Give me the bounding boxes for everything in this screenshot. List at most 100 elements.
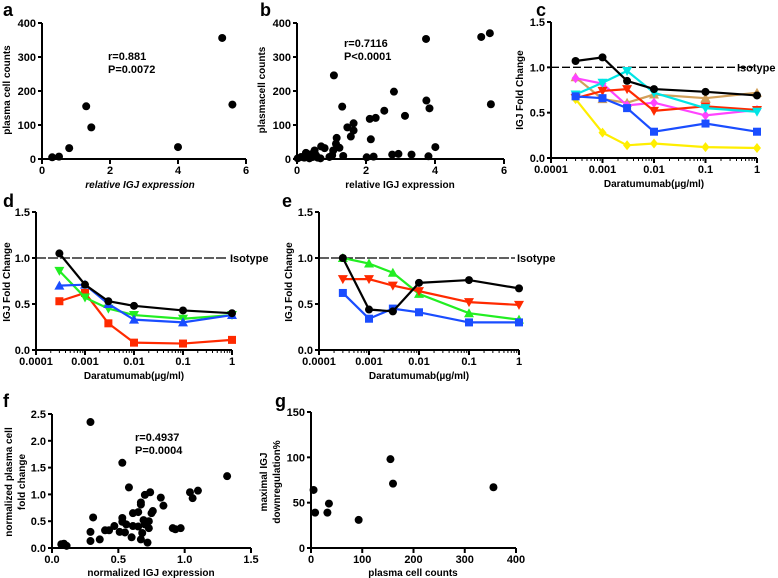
data-point <box>598 94 607 103</box>
data-point <box>332 133 341 142</box>
y-tick-label: 2.0 <box>31 436 46 448</box>
data-point <box>81 280 89 289</box>
x-tick-label: 0.001 <box>355 356 383 368</box>
data-point <box>65 144 74 153</box>
data-point <box>324 499 333 508</box>
data-point <box>338 254 347 262</box>
data-point <box>339 151 348 160</box>
data-point <box>650 85 658 94</box>
data-point <box>622 66 633 76</box>
panel-label: b <box>260 0 271 20</box>
data-point <box>140 490 149 499</box>
data-point <box>143 538 152 547</box>
data-point <box>124 483 133 492</box>
series-line <box>341 257 520 313</box>
y-tick-label: 300 <box>273 52 291 64</box>
series-0 <box>337 253 524 324</box>
data-point <box>389 479 397 488</box>
data-point <box>514 300 524 310</box>
series-line <box>575 56 758 97</box>
x-tick-label: 0.0001 <box>534 164 568 176</box>
stat-annotation: r=0.881 <box>108 51 146 63</box>
x-tick-label: 0 <box>39 165 45 177</box>
data-point <box>387 267 398 277</box>
data-point <box>159 501 168 510</box>
y-axis-label: normalized plasma cell <box>4 427 15 537</box>
data-point <box>650 127 658 136</box>
x-axis-label: normalized IGJ expression <box>87 568 214 578</box>
data-point <box>305 154 314 163</box>
data-point <box>54 280 65 290</box>
x-tick-label: 0 <box>308 554 314 566</box>
data-point <box>387 281 398 291</box>
data-point <box>87 123 96 132</box>
data-point <box>323 508 332 517</box>
series-line <box>575 77 758 117</box>
x-tick-label: 0.01 <box>643 164 664 176</box>
panel-a: a 0 100 200 300 400 0 2 4 6 relative IGJ expressio… <box>2 0 249 191</box>
data-point <box>623 104 632 113</box>
data-point <box>104 319 113 328</box>
data-point <box>464 308 474 318</box>
y-axis-label: downregulation% <box>272 440 283 523</box>
data-point <box>407 150 416 159</box>
y-tick-label: 100 <box>287 452 305 464</box>
x-tick-label: 0.001 <box>589 164 617 176</box>
data-point <box>465 276 473 285</box>
data-point <box>134 522 143 531</box>
data-point <box>388 307 397 316</box>
data-point <box>701 87 710 96</box>
data-point <box>701 142 710 153</box>
x-tick-label: 0.1 <box>461 356 476 368</box>
data-point <box>753 91 761 100</box>
data-point <box>414 287 424 297</box>
y-axis-label: maximal IGJ <box>259 453 270 512</box>
data-point <box>364 275 374 285</box>
data-point <box>193 486 202 495</box>
data-point <box>753 127 761 136</box>
series-line <box>575 95 758 133</box>
data-point <box>311 508 320 517</box>
stat-annotation: P<0.0001 <box>344 51 391 63</box>
y-tick-label: 1.5 <box>15 207 30 219</box>
data-point <box>364 258 374 268</box>
data-point <box>701 110 710 121</box>
data-point <box>105 526 114 535</box>
y-tick-label: 0.5 <box>298 299 313 311</box>
data-point <box>701 119 710 128</box>
panel-d: d 0.0 0.5 1.0 1.5 0.0001 0.001 0.01 0.1 1 Daratumu… <box>2 191 269 382</box>
panel-c: c 0.0 0.5 1.0 1.5 0.0001 0.001 0.01 0.1 1 Daratumu… <box>515 0 776 190</box>
series-line <box>59 283 233 324</box>
data-point <box>309 485 318 494</box>
data-point <box>316 154 325 163</box>
data-point <box>55 297 64 306</box>
x-tick-label: 1 <box>754 164 760 176</box>
panel-label: f <box>3 391 10 411</box>
data-point <box>120 528 129 537</box>
panel-b: b 0 100 200 300 400 0 2 4 6 relative IGJ expressio… <box>257 0 507 191</box>
y-tick-label: 1.5 <box>530 17 545 29</box>
isotype-label: Isotype <box>230 253 269 265</box>
data-point <box>80 293 90 303</box>
data-point <box>354 515 363 524</box>
data-point <box>62 541 71 550</box>
data-point <box>649 106 659 116</box>
y-tick-label: 0 <box>30 154 36 166</box>
x-tick-label: 1.0 <box>177 554 192 566</box>
y-axis-label: plasmacell counts <box>257 46 268 133</box>
data-point <box>218 33 227 42</box>
data-point <box>571 92 580 101</box>
data-point <box>362 153 371 162</box>
data-point <box>110 522 119 531</box>
x-tick-label: 0.5 <box>111 554 126 566</box>
data-point <box>293 154 302 163</box>
data-point <box>54 266 65 276</box>
y-tick-label: 1.0 <box>298 253 313 265</box>
data-point <box>81 288 89 297</box>
x-tick-label: 1 <box>229 356 235 368</box>
y-tick-label: 0.0 <box>15 345 30 357</box>
x-tick-label: 100 <box>353 554 371 566</box>
data-point <box>338 288 347 297</box>
data-point <box>369 152 378 161</box>
